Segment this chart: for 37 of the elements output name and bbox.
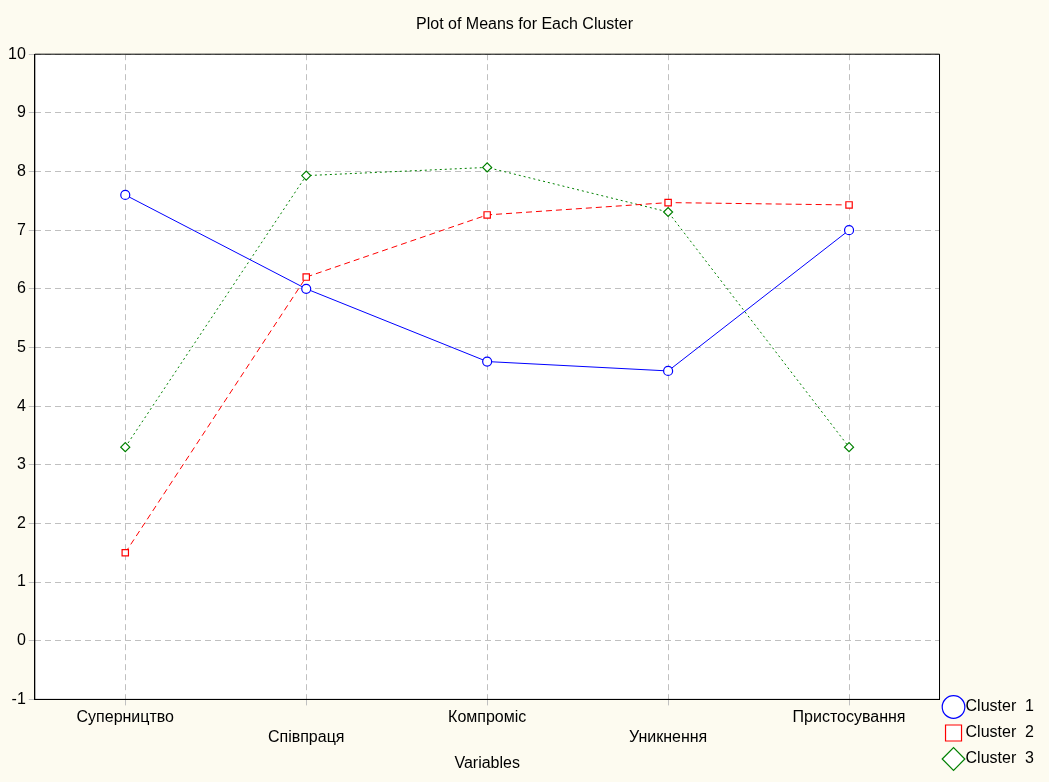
x-axis-title: Variables — [454, 753, 520, 771]
y-tick-label: 6 — [16, 279, 26, 297]
point — [663, 365, 674, 377]
point — [843, 442, 855, 453]
x-tick-label: Пристосування — [792, 708, 906, 726]
point — [120, 189, 131, 201]
point — [302, 273, 310, 281]
y-tick-label: 7 — [16, 220, 26, 238]
point — [121, 548, 130, 557]
y-tick-label: 5 — [16, 337, 26, 355]
point — [482, 356, 493, 367]
point — [120, 442, 131, 453]
legend-label: Cluster 1 — [965, 697, 1035, 715]
y-tick-label: 4 — [16, 396, 26, 414]
y-tick-label: 2 — [16, 513, 26, 531]
y-tick-label: 9 — [16, 103, 26, 121]
y-tick-label: -1 — [11, 689, 26, 707]
y-tick-label: 8 — [16, 161, 26, 179]
x-tick-label: Суперництво — [76, 708, 175, 726]
x-tick-label: Уникнення — [628, 727, 708, 745]
x-tick-label: Співпраця — [267, 727, 345, 745]
point — [482, 162, 493, 173]
x-tick-label: Компроміс — [448, 708, 527, 726]
point — [843, 225, 855, 236]
point — [301, 283, 312, 294]
y-tick-label: 3 — [16, 455, 26, 473]
point — [663, 206, 674, 218]
point — [483, 211, 491, 219]
y-tick-label: 10 — [8, 44, 26, 62]
point — [845, 201, 853, 209]
point — [664, 198, 672, 207]
y-tick-label: 1 — [16, 572, 26, 590]
legend-label: Cluster 3 — [965, 749, 1035, 767]
point — [301, 170, 312, 181]
y-tick-label: 0 — [16, 631, 26, 649]
legend-label: Cluster 2 — [965, 723, 1035, 741]
chart-title: Plot of Means for Each Cluster — [416, 15, 634, 33]
